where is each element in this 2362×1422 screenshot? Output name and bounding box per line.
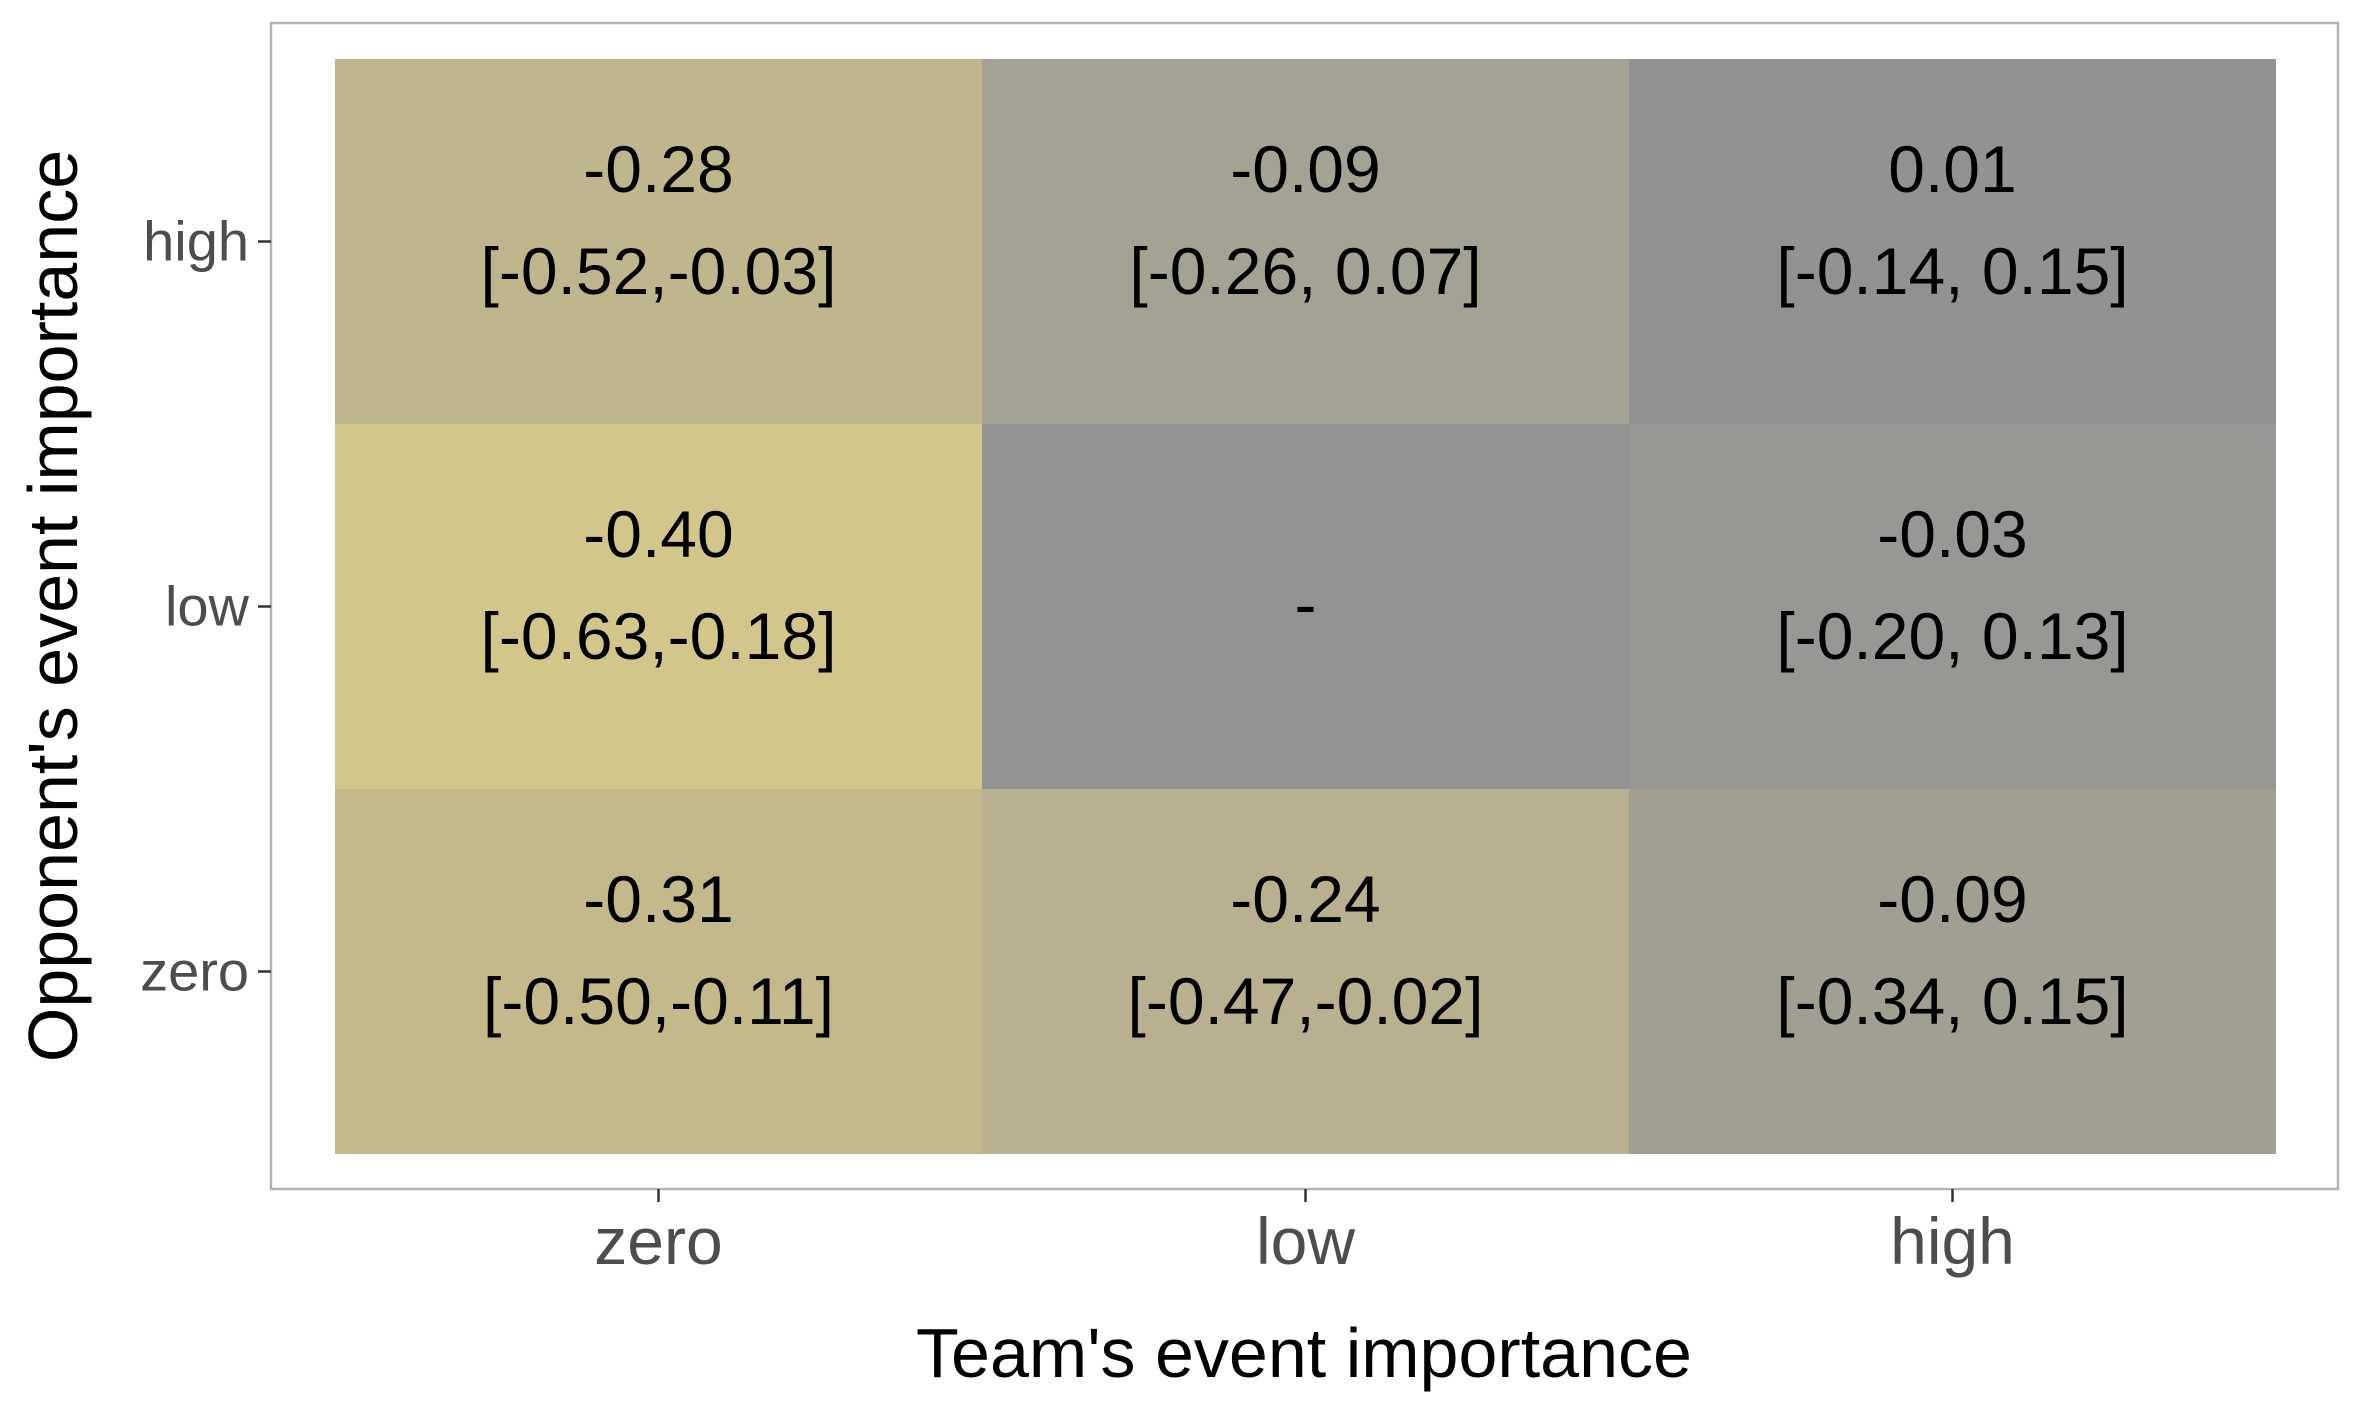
cell-value-label: -0.24 (1230, 862, 1380, 936)
heatmap-cell-rect (1629, 789, 2276, 1154)
cell-value-label: -0.09 (1877, 862, 2027, 936)
heatmap-cell: -0.09 [-0.26, 0.07] (982, 59, 1629, 424)
cell-ci-label: [-0.63,-0.18] (481, 599, 837, 673)
heatmap-cell-rect (982, 789, 1629, 1154)
heatmap-cell-rect (982, 59, 1629, 424)
cell-value-label: -0.03 (1877, 497, 2027, 571)
heatmap-cell-rect (335, 424, 982, 789)
heatmap-cell-rect (335, 789, 982, 1154)
heatmap-cell-rect (982, 424, 1629, 789)
cell-ci-label: [-0.20, 0.13] (1776, 599, 2128, 673)
cell-ci-label: [-0.34, 0.15] (1776, 964, 2128, 1038)
y-tick-label: low (165, 575, 250, 638)
x-axis-title: Team's event importance (916, 1314, 1692, 1392)
x-tick-label: zero (594, 1204, 722, 1278)
heatmap-cell: -0.03 [-0.20, 0.13] (1629, 424, 2276, 789)
y-axis: high low zero (140, 210, 271, 1003)
cell-ci-label: [-0.26, 0.07] (1129, 234, 1481, 308)
heatmap-cell: -0.28 [-0.52,-0.03] (335, 59, 982, 424)
cell-value-label: -0.28 (583, 132, 733, 206)
heatmap-cell-rect (1629, 59, 2276, 424)
y-tick-label: high (143, 210, 249, 273)
x-tick-label: high (1890, 1204, 2015, 1278)
x-tick-label: low (1256, 1204, 1355, 1278)
cell-value-label: 0.01 (1888, 132, 2016, 206)
cell-ci-label: [-0.50,-0.11] (483, 964, 834, 1038)
heatmap-cell: - (982, 424, 1629, 789)
x-axis: zero low high (594, 1189, 2015, 1278)
cell-ci-label: [-0.52,-0.03] (481, 234, 837, 308)
cell-value-label: -0.09 (1230, 132, 1380, 206)
cell-value-label: - (1295, 567, 1317, 641)
heatmap-cell: 0.01 [-0.14, 0.15] (1629, 59, 2276, 424)
cell-value-label: -0.40 (583, 497, 733, 571)
cell-ci-label: [-0.14, 0.15] (1776, 234, 2128, 308)
heatmap-cells: -0.28 [-0.52,-0.03] -0.09 [-0.26, 0.07] 0.01… (335, 59, 2276, 1154)
heatmap-cell-rect (335, 59, 982, 424)
heatmap-cell: -0.40 [-0.63,-0.18] (335, 424, 982, 789)
cell-value-label: -0.31 (583, 862, 733, 936)
heatmap-cell: -0.31 [-0.50,-0.11] (335, 789, 982, 1154)
heatmap-cell-rect (1629, 424, 2276, 789)
y-axis-title: Opponent's event importance (14, 150, 92, 1062)
heatmap-cell: -0.09 [-0.34, 0.15] (1629, 789, 2276, 1154)
heatmap-cell: -0.24 [-0.47,-0.02] (982, 789, 1629, 1154)
y-tick-label: zero (140, 940, 249, 1003)
cell-ci-label: [-0.47,-0.02] (1128, 964, 1484, 1038)
